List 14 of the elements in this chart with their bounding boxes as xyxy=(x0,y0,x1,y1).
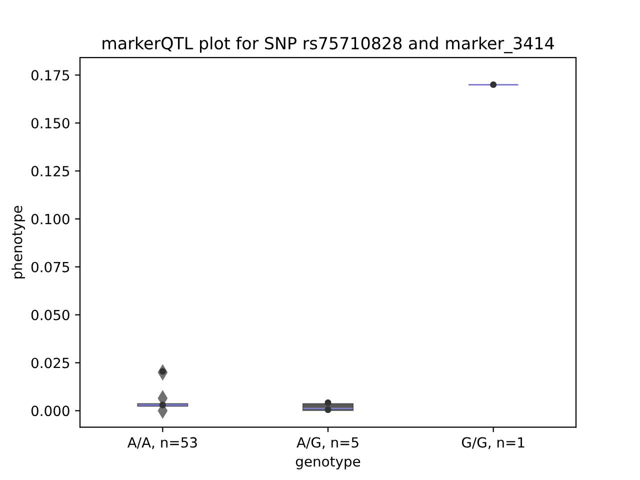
y-tick-label: 0.100 xyxy=(31,214,70,224)
x-axis-title: genotype xyxy=(296,456,360,470)
y-tick-label: 0.125 xyxy=(31,166,70,176)
y-tick-label: 0.025 xyxy=(31,358,70,368)
x-tick-label: A/G, n=5 xyxy=(296,437,358,450)
x-tick-label: G/G, n=1 xyxy=(462,437,524,450)
chart-title: markerQTL plot for SNP rs75710828 and marker_3414 xyxy=(102,36,554,54)
y-tick-label: 0.150 xyxy=(31,118,70,128)
y-tick-label: 0.050 xyxy=(31,310,70,320)
y-axis-title: phenotype xyxy=(12,206,25,278)
y-tick-label: 0.000 xyxy=(31,406,70,416)
y-tick-label: 0.175 xyxy=(31,70,70,81)
x-tick-label: A/A, n=53 xyxy=(127,437,197,450)
y-tick-label: 0.075 xyxy=(31,262,70,272)
